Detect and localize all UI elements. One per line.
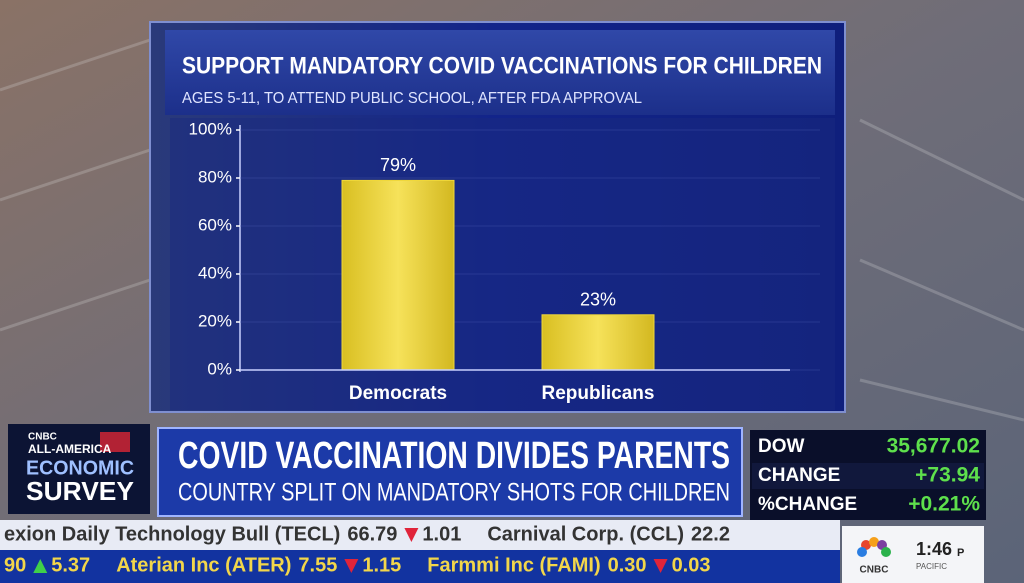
title-bar <box>165 30 835 115</box>
market-row <box>752 434 984 460</box>
ticker-price: 22.2 <box>691 523 730 545</box>
peacock <box>857 537 891 557</box>
ticker-top-bar <box>0 520 840 550</box>
ticker-price: 7.55 <box>298 554 337 576</box>
tiles <box>0 38 1024 422</box>
plot-area <box>170 118 835 410</box>
market-row <box>752 463 984 489</box>
logo-brand: CNBC <box>28 432 57 443</box>
x-tick-label: Democrats <box>349 383 447 404</box>
ticker-arrow <box>344 559 359 573</box>
market-label: CHANGE <box>758 465 840 486</box>
market-label: DOW <box>758 436 805 457</box>
clock-suffix: P <box>957 547 964 559</box>
market: DOW 35,677.02 CHANGE +73.94 %CHANGE +0.21% <box>752 434 984 518</box>
ticker-change: 1.15 <box>362 554 401 576</box>
market-label: %CHANGE <box>758 494 857 515</box>
headline-subtitle: COUNTRY SPLIT ON MANDATORY SHOTS FOR CHI… <box>178 479 730 507</box>
clock-zone: PACIFIC <box>916 562 947 571</box>
x-tick-label: Republicans <box>542 383 655 404</box>
ticker-bottom-bar <box>0 550 840 583</box>
y-tick-label: 60% <box>198 215 232 234</box>
flag <box>100 432 130 452</box>
value-label: 23% <box>580 290 616 310</box>
ticker-price: 0.30 <box>608 554 647 576</box>
clock-brand: CNBC <box>860 565 889 576</box>
headline-title: COVID VACCINATION DIVIDES PARENTS <box>178 435 730 477</box>
market-value: +0.21% <box>908 493 980 516</box>
bar <box>541 314 655 371</box>
ticker: exion Daily Technology Bull (TECL) 66.79 1… <box>4 523 730 576</box>
ticker-name: Farmmi Inc (FAMI) <box>427 554 600 576</box>
bar <box>341 179 455 371</box>
ticker-price: 66.79 <box>347 523 397 545</box>
y-tick-label: 0% <box>207 359 232 378</box>
ticker-arrow <box>404 528 419 542</box>
logo-line: ECONOMIC <box>26 457 134 479</box>
logo-line: ALL-AMERICA <box>28 442 112 456</box>
market-row <box>752 492 984 518</box>
ticker-change: 1.01 <box>422 523 461 545</box>
ticker-change: 0.03 <box>672 554 711 576</box>
chart-subtitle: AGES 5-11, TO ATTEND PUBLIC SCHOOL, AFTE… <box>182 90 642 107</box>
y-tick-label: 100% <box>189 119 232 138</box>
value-label: 79% <box>380 155 416 175</box>
ticker-arrow <box>653 559 668 573</box>
clock-time: 1:46 <box>916 539 952 559</box>
y-tick-label: 80% <box>198 167 232 186</box>
market-value: 35,677.02 <box>887 435 980 458</box>
plot: 0% 20% 40% 60% 80% 100% 79% Democrats 23% Republi… <box>189 119 820 404</box>
ticker-name: Carnival Corp. (CCL) <box>487 523 684 545</box>
chart-title: SUPPORT MANDATORY COVID VACCINATIONS FOR… <box>182 52 822 79</box>
ticker-price: 90 <box>4 554 26 576</box>
logo-line: SURVEY <box>26 476 134 506</box>
y-tick-label: 20% <box>198 311 232 330</box>
ticker-name: Aterian Inc (ATER) <box>116 554 291 576</box>
ticker-change: 5.37 <box>51 554 90 576</box>
ticker-name: exion Daily Technology Bull (TECL) <box>4 523 340 545</box>
y-tick-label: 40% <box>198 263 232 282</box>
ticker-arrow <box>33 559 48 573</box>
market-value: +73.94 <box>915 464 980 487</box>
headline-box <box>157 427 743 517</box>
